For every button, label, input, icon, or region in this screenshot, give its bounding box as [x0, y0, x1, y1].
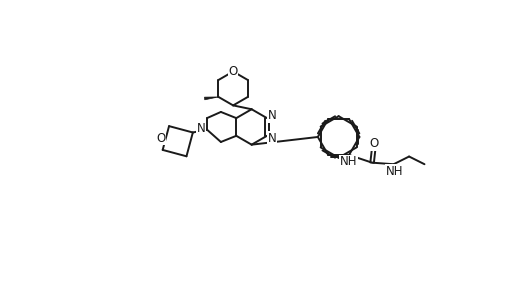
Polygon shape: [204, 97, 219, 100]
Text: NH: NH: [386, 165, 403, 178]
Text: N: N: [197, 122, 205, 134]
Text: O: O: [157, 132, 166, 145]
Text: O: O: [228, 65, 238, 78]
Text: N: N: [268, 132, 276, 145]
Text: NH: NH: [339, 156, 357, 168]
Text: O: O: [369, 137, 378, 150]
Text: N: N: [268, 109, 276, 122]
